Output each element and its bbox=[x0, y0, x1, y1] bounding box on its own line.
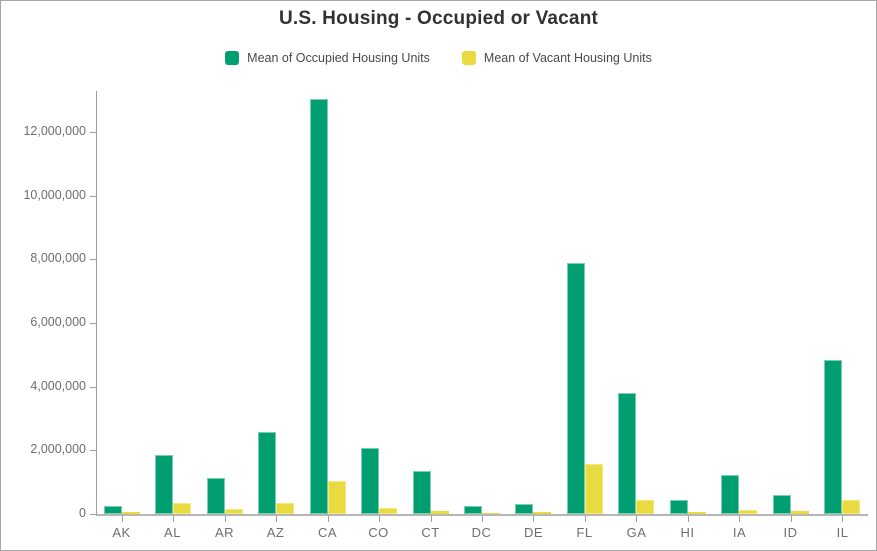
x-tick-mark bbox=[636, 516, 637, 522]
x-axis-label-ar: AR bbox=[214, 525, 235, 540]
x-axis-label-az: AZ bbox=[266, 525, 285, 540]
legend-label-vacant: Mean of Vacant Housing Units bbox=[483, 51, 652, 65]
y-tick-mark bbox=[90, 323, 97, 324]
x-tick-mark bbox=[842, 516, 843, 522]
x-tick-mark bbox=[225, 516, 226, 522]
x-tick-mark bbox=[688, 516, 689, 522]
y-tick-mark bbox=[90, 196, 97, 197]
x-tick-mark bbox=[173, 516, 174, 522]
bar-vacant-dc[interactable] bbox=[482, 513, 500, 514]
bar-vacant-ca[interactable] bbox=[328, 481, 346, 514]
bar-vacant-ia[interactable] bbox=[739, 510, 757, 514]
x-axis-label-il: IL bbox=[836, 525, 849, 540]
x-axis-label-ca: CA bbox=[317, 525, 338, 540]
bar-vacant-ar[interactable] bbox=[225, 509, 243, 514]
bar-occupied-az[interactable] bbox=[258, 432, 276, 514]
bar-occupied-fl[interactable] bbox=[567, 263, 585, 514]
y-tick-mark bbox=[90, 387, 97, 388]
x-axis-label-co: CO bbox=[368, 525, 389, 540]
bar-vacant-de[interactable] bbox=[533, 512, 551, 514]
bar-vacant-al[interactable] bbox=[173, 503, 191, 514]
bar-occupied-dc[interactable] bbox=[464, 506, 482, 514]
legend-label-occupied: Mean of Occupied Housing Units bbox=[247, 51, 430, 65]
vacant-series-swatch-icon bbox=[461, 51, 476, 65]
x-tick-mark bbox=[739, 516, 740, 522]
y-tick-mark bbox=[90, 132, 97, 133]
y-tick-mark bbox=[90, 450, 97, 451]
bar-occupied-ia[interactable] bbox=[721, 475, 739, 514]
x-axis-label-ga: GA bbox=[626, 525, 647, 540]
bar-occupied-ga[interactable] bbox=[618, 393, 636, 514]
y-tick-mark bbox=[90, 259, 97, 260]
x-axis-label-dc: DC bbox=[471, 525, 492, 540]
x-axis-label-hi: HI bbox=[680, 525, 695, 540]
bar-vacant-il[interactable] bbox=[842, 500, 860, 514]
x-tick-mark bbox=[276, 516, 277, 522]
x-tick-mark bbox=[379, 516, 380, 522]
bar-vacant-hi[interactable] bbox=[688, 512, 706, 514]
y-axis-label: 2,000,000 bbox=[30, 442, 86, 456]
bar-occupied-id[interactable] bbox=[773, 495, 791, 514]
x-axis-label-ia: IA bbox=[732, 525, 747, 540]
legend: Mean of Occupied Housing Units Mean of V… bbox=[1, 51, 876, 65]
bar-occupied-hi[interactable] bbox=[670, 500, 688, 514]
bar-vacant-ak[interactable] bbox=[122, 512, 140, 514]
bar-occupied-ar[interactable] bbox=[207, 478, 225, 514]
bar-vacant-az[interactable] bbox=[276, 503, 294, 514]
chart-title: U.S. Housing - Occupied or Vacant bbox=[278, 8, 599, 29]
bar-vacant-ct[interactable] bbox=[431, 511, 449, 514]
y-axis-label: 10,000,000 bbox=[23, 188, 86, 202]
y-axis-label: 8,000,000 bbox=[30, 251, 86, 265]
x-axis-label-fl: FL bbox=[576, 525, 593, 540]
bar-vacant-ga[interactable] bbox=[636, 500, 654, 514]
x-tick-mark bbox=[328, 516, 329, 522]
bar-occupied-de[interactable] bbox=[515, 504, 533, 514]
x-tick-mark bbox=[482, 516, 483, 522]
x-tick-mark bbox=[791, 516, 792, 522]
legend-item-occupied[interactable]: Mean of Occupied Housing Units bbox=[225, 51, 430, 65]
x-tick-mark bbox=[122, 516, 123, 522]
bar-vacant-fl[interactable] bbox=[585, 464, 603, 514]
bar-vacant-id[interactable] bbox=[791, 511, 809, 514]
y-axis-line bbox=[96, 91, 97, 514]
bar-vacant-co[interactable] bbox=[379, 508, 397, 514]
occupied-series-swatch-icon bbox=[225, 51, 240, 65]
bar-occupied-co[interactable] bbox=[361, 448, 379, 514]
x-tick-mark bbox=[533, 516, 534, 522]
x-axis-line bbox=[96, 514, 868, 516]
y-tick-mark bbox=[90, 514, 97, 515]
x-tick-mark bbox=[585, 516, 586, 522]
bar-occupied-ca[interactable] bbox=[310, 99, 328, 514]
x-axis-label-de: DE bbox=[523, 525, 544, 540]
x-axis-label-al: AL bbox=[164, 525, 181, 540]
x-tick-mark bbox=[431, 516, 432, 522]
bar-occupied-ct[interactable] bbox=[413, 471, 431, 514]
bar-occupied-il[interactable] bbox=[824, 360, 842, 514]
x-axis-label-ak: AK bbox=[112, 525, 131, 540]
x-axis-label-id: ID bbox=[783, 525, 798, 540]
bar-occupied-ak[interactable] bbox=[104, 506, 122, 514]
y-axis-label: 4,000,000 bbox=[30, 379, 86, 393]
y-axis-label: 0 bbox=[79, 506, 86, 520]
x-axis-label-ct: CT bbox=[421, 525, 440, 540]
bar-occupied-al[interactable] bbox=[155, 455, 173, 514]
legend-item-vacant[interactable]: Mean of Vacant Housing Units bbox=[461, 51, 652, 65]
y-axis-label: 12,000,000 bbox=[23, 124, 86, 138]
y-axis-label: 6,000,000 bbox=[30, 315, 86, 329]
